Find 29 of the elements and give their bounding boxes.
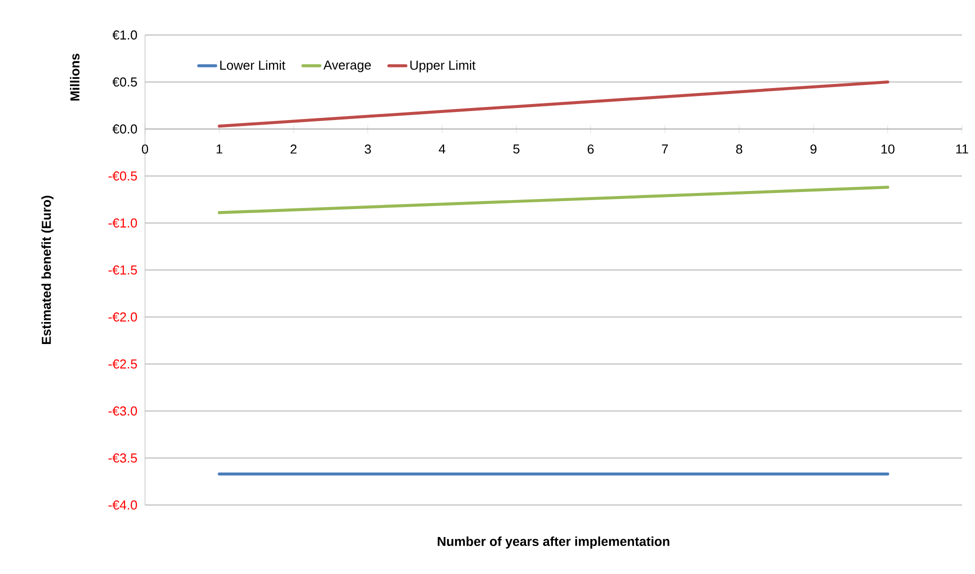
legend-label: Average — [323, 60, 371, 72]
x-tick-label: 4 — [438, 144, 446, 154]
x-tick-label: 0 — [142, 144, 148, 154]
y-tick-label: -€3.0 — [108, 406, 137, 416]
x-axis-title: Number of years after implementation — [438, 536, 670, 549]
y-tick-label: -€3.5 — [108, 453, 137, 463]
x-tick-label: 7 — [662, 144, 668, 154]
y-axis-title: Estimated benefit (Euro) — [41, 196, 54, 344]
x-tick-label: 6 — [588, 144, 594, 154]
x-tick-label: 1 — [216, 144, 222, 154]
x-tick-label: 2 — [290, 144, 296, 154]
text: Millions — [70, 54, 80, 101]
y-tick-label: -€2.0 — [108, 312, 137, 322]
legend-label: Lower Limit — [220, 60, 286, 70]
y-tick-label: -€2.5 — [108, 359, 137, 369]
x-tick-label: 3 — [364, 144, 371, 154]
x-tick-label: 5 — [513, 144, 520, 154]
x-tick-label: 8 — [736, 144, 742, 154]
y-tick-label: -€1.5 — [108, 265, 137, 275]
y-tick-label: -€0.5 — [108, 171, 137, 181]
x-tick-label: 10 — [882, 144, 894, 154]
y-tick-label: -€4.0 — [108, 500, 137, 510]
x-tick-label: 11 — [956, 144, 968, 154]
y-tick-label: €0.0 — [112, 124, 137, 134]
y-tick-label: €0.5 — [112, 77, 137, 87]
y-tick-label: -€1.0 — [108, 218, 137, 228]
x-tick-label: 9 — [810, 144, 816, 154]
legend-label: Upper Limit — [410, 60, 476, 72]
y-tick-label: €1.0 — [112, 30, 137, 40]
